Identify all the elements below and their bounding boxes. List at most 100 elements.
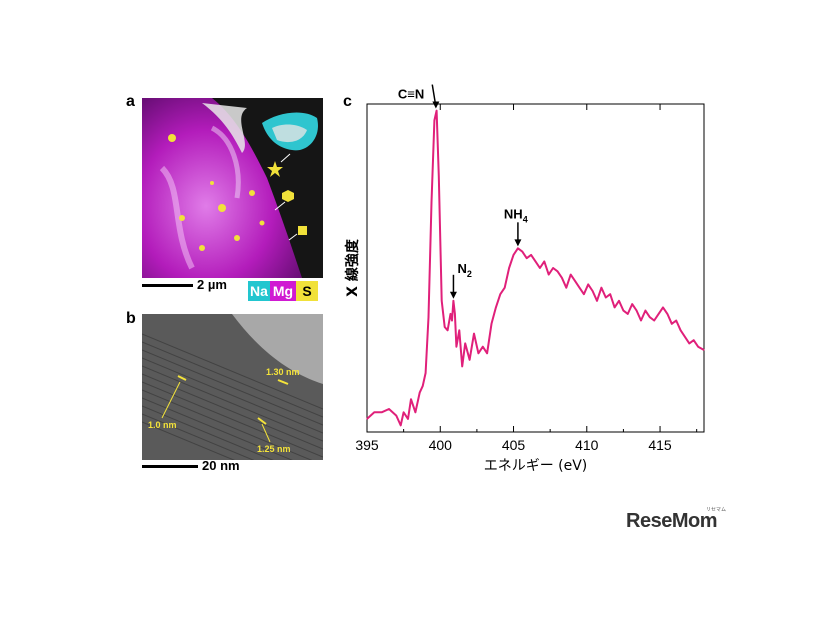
data-point <box>451 319 453 322</box>
annotation-label-0: C≡N <box>398 87 424 102</box>
data-point <box>512 254 515 256</box>
data-point <box>490 323 493 325</box>
data-point <box>388 408 390 410</box>
data-point <box>468 359 471 361</box>
data-point <box>534 260 537 263</box>
data-point <box>684 336 686 338</box>
data-point <box>675 319 677 322</box>
legend-na: Na <box>248 281 270 301</box>
data-point <box>446 329 449 331</box>
data-point <box>627 313 629 315</box>
data-point <box>508 267 510 269</box>
data-point <box>449 313 452 315</box>
data-point <box>366 418 368 420</box>
data-point <box>605 296 607 299</box>
data-point <box>473 333 475 335</box>
data-point <box>495 306 497 308</box>
panel-b-scale-label: 20 nm <box>202 458 240 473</box>
data-point <box>649 316 651 318</box>
data-point <box>526 257 528 259</box>
plot-frame <box>366 103 705 433</box>
annotation-arrowhead-1 <box>449 291 457 299</box>
series-line <box>366 109 705 427</box>
data-point <box>381 411 383 413</box>
data-point <box>653 319 655 322</box>
data-point <box>482 346 484 348</box>
data-point <box>435 109 438 112</box>
annotation-label-1: N2 <box>457 261 471 279</box>
legend-s: S <box>296 281 318 301</box>
y-axis-label: X 線強度 <box>344 238 361 297</box>
data-point <box>587 283 589 285</box>
data-point <box>539 267 541 269</box>
data-point <box>395 415 397 417</box>
data-point <box>657 313 660 315</box>
data-point <box>565 287 567 289</box>
data-point <box>407 418 409 420</box>
data-point <box>477 352 479 354</box>
data-point <box>455 346 457 348</box>
data-point <box>414 411 416 413</box>
data-point <box>543 260 545 263</box>
data-point <box>693 339 695 341</box>
x-tick-label-0: 395 <box>355 437 379 453</box>
data-point <box>609 293 611 295</box>
data-point <box>618 300 620 302</box>
x-tick-label-4: 415 <box>648 437 672 453</box>
annotation-1-30nm: 1.30 nm <box>266 367 300 377</box>
data-point <box>644 310 646 312</box>
data-point <box>403 411 405 413</box>
data-point <box>486 352 488 354</box>
data-point <box>636 310 638 312</box>
data-point <box>561 277 563 279</box>
data-point <box>517 247 519 249</box>
panel-c-letter: c <box>343 93 352 110</box>
element-map-image <box>142 98 323 278</box>
data-point <box>666 313 668 315</box>
data-point <box>454 313 456 315</box>
data-point <box>697 346 699 348</box>
data-point <box>422 385 424 387</box>
data-point <box>373 411 375 413</box>
data-point <box>688 342 690 345</box>
data-point <box>400 424 402 427</box>
annotation-1-25nm: 1.25 nm <box>257 444 291 454</box>
x-tick-label-1: 400 <box>429 437 453 453</box>
data-point <box>592 290 594 292</box>
data-point <box>530 254 532 256</box>
data-point <box>570 273 572 276</box>
data-point <box>578 287 581 289</box>
data-point <box>410 398 412 400</box>
annotation-arrowhead-0 <box>432 101 440 109</box>
data-point <box>596 300 598 302</box>
data-point <box>441 300 443 302</box>
tem-image <box>142 314 323 460</box>
data-point <box>552 267 554 269</box>
data-point <box>464 342 466 345</box>
data-point <box>425 372 427 374</box>
panel-a-scalebar <box>142 284 193 287</box>
annotation-label-2: NH4 <box>504 206 528 224</box>
annotation-arrowhead-2 <box>514 239 522 247</box>
data-point <box>631 303 633 305</box>
data-point <box>574 280 576 282</box>
panel-a-letter: a <box>126 93 135 110</box>
resemom-logo-kana: リセマム <box>706 507 727 513</box>
data-point <box>499 293 501 295</box>
panel-b-scalebar <box>142 465 198 468</box>
data-point <box>427 316 430 318</box>
data-point <box>430 201 433 203</box>
x-axis-label: エネルギー (eV) <box>484 458 588 474</box>
data-point <box>438 175 440 177</box>
data-point <box>556 270 559 272</box>
data-point <box>679 329 682 331</box>
data-point <box>548 273 550 276</box>
data-point <box>458 329 460 331</box>
data-point <box>521 251 523 253</box>
data-point <box>461 365 463 367</box>
annotation-1-0nm: 1.0 nm <box>148 420 177 430</box>
data-point <box>614 306 616 308</box>
data-point <box>452 300 455 302</box>
data-point <box>444 326 446 328</box>
